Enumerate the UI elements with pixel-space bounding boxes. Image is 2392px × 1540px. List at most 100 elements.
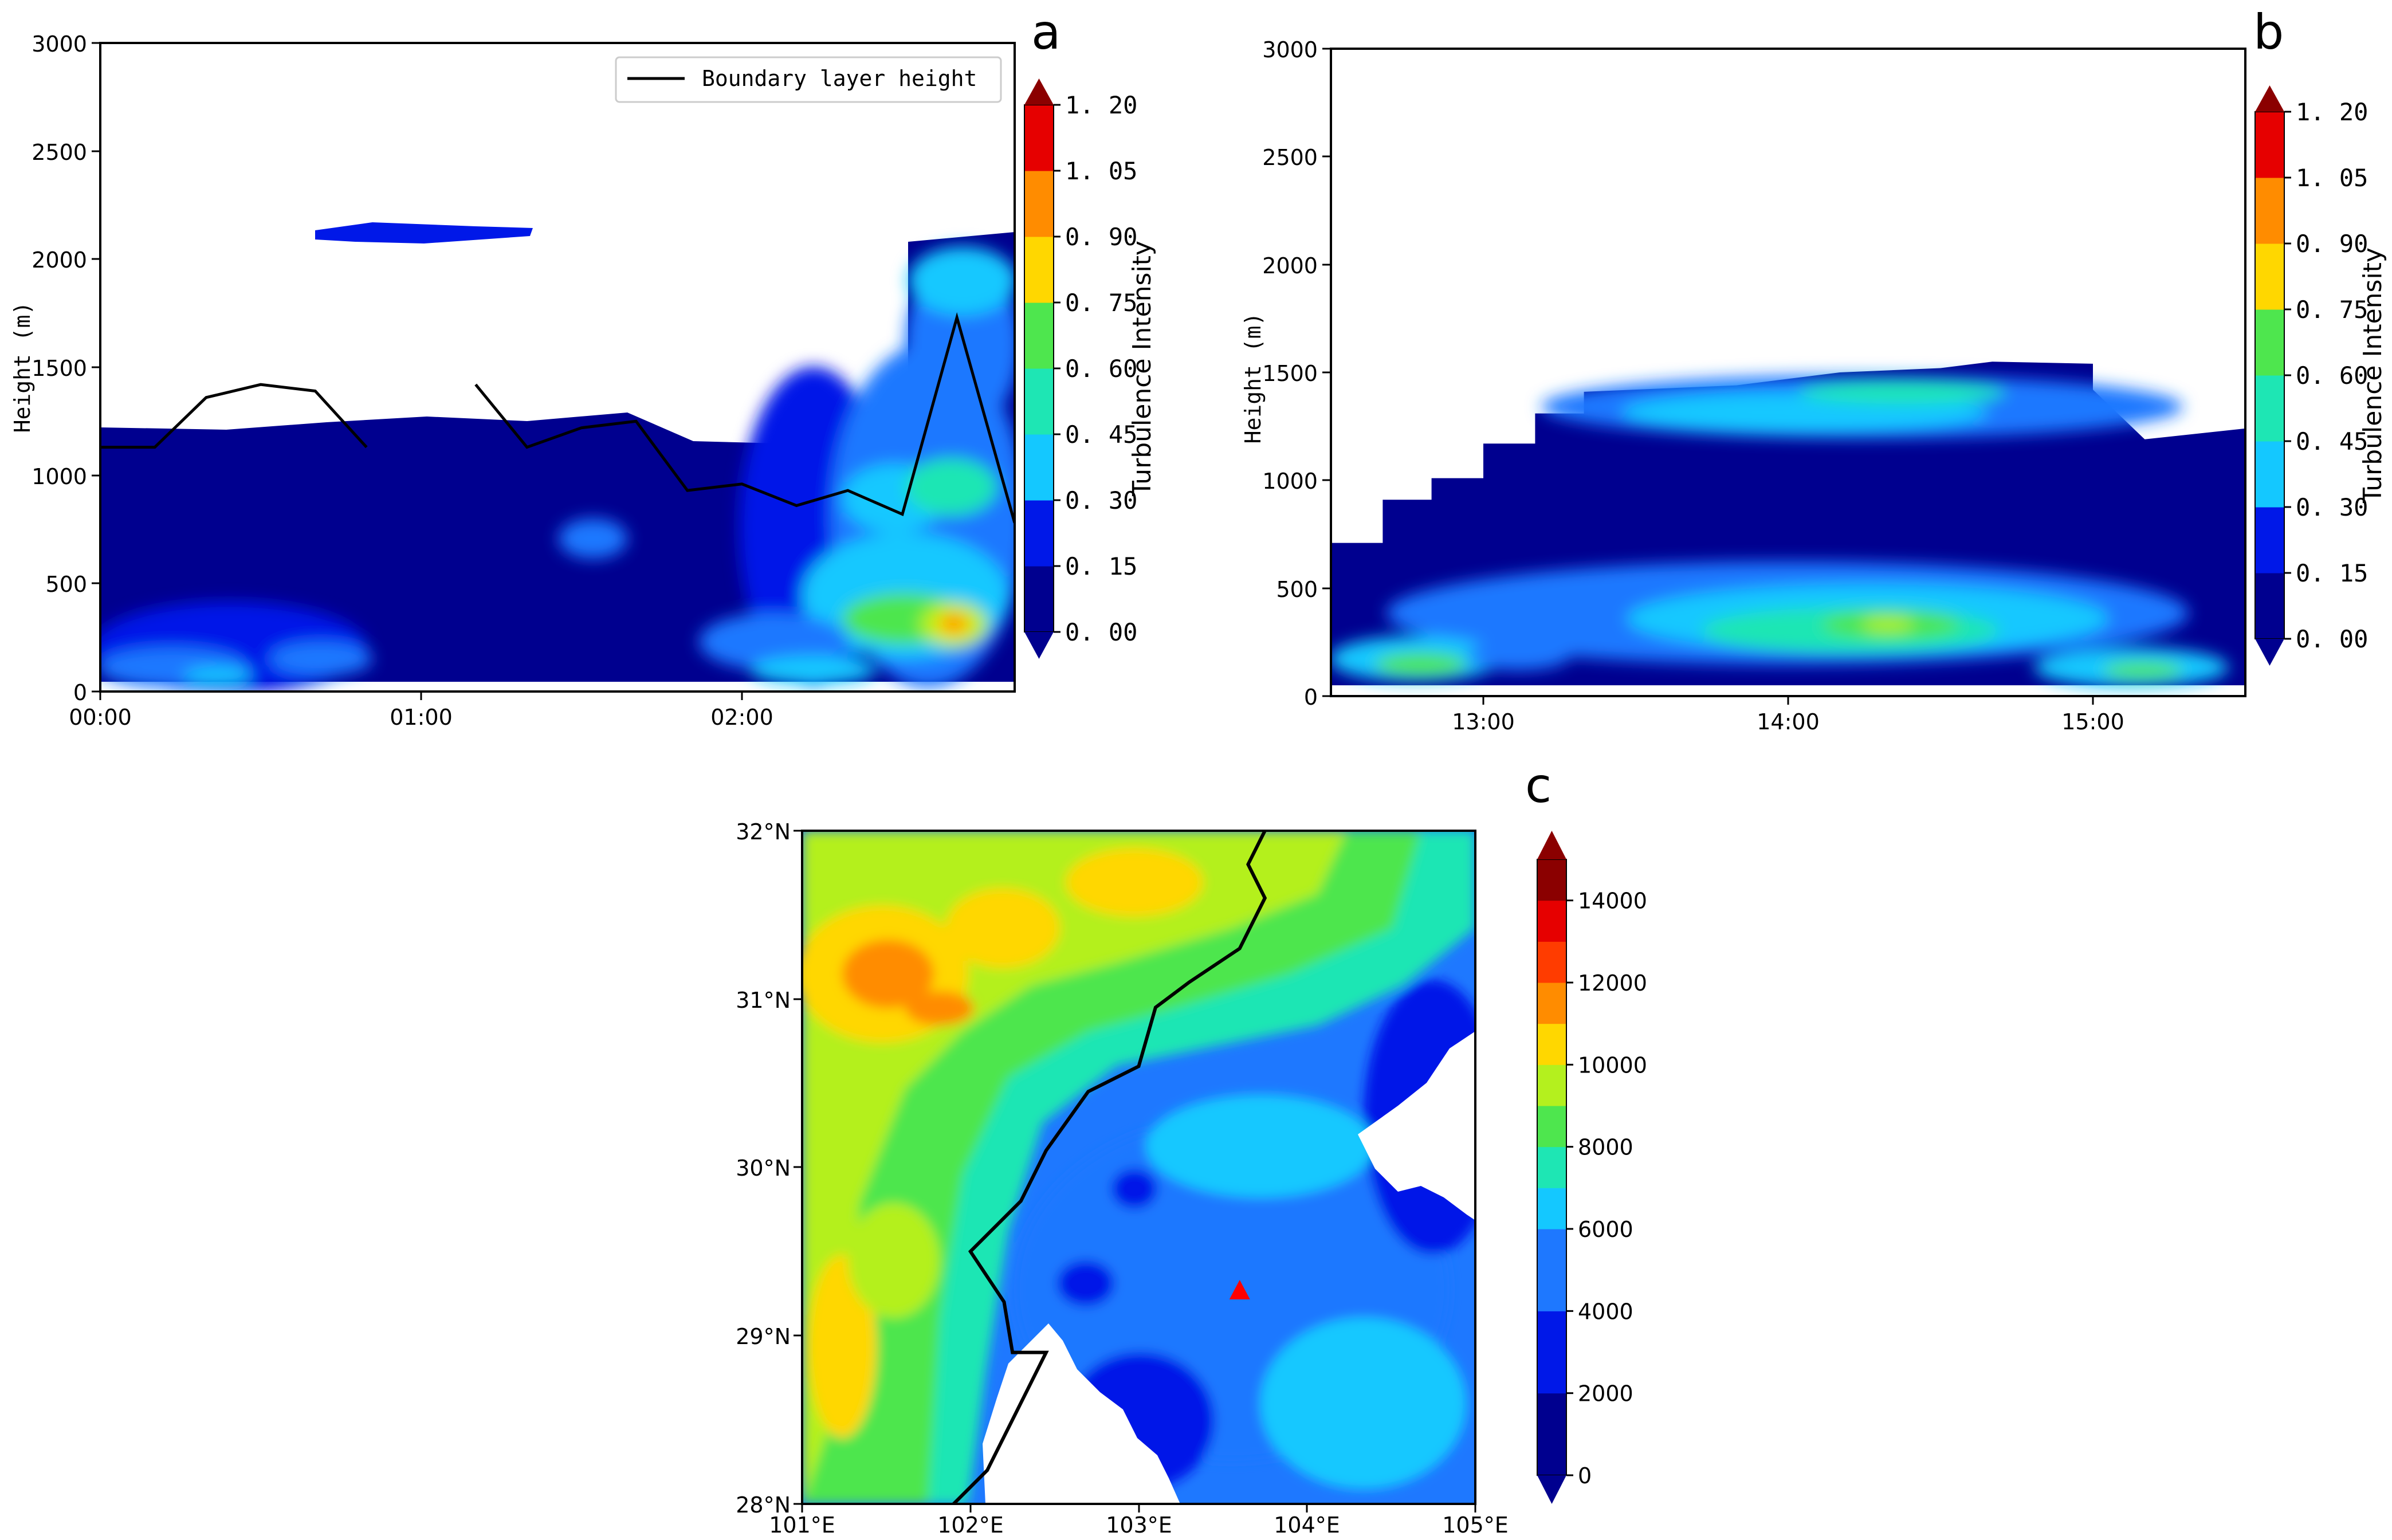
panel-a-colorbar-cell	[1024, 302, 1054, 369]
panel-b-colorbar-cell	[2255, 441, 2284, 508]
panel-a-colorbar-bottom-arrow	[1024, 632, 1054, 659]
panel-b: b	[1240, 4, 2387, 734]
panel-a-legend-label: Boundary layer height	[702, 66, 977, 91]
panel-c-boundary-line	[952, 831, 1267, 1504]
panel-c-colorbar-cell	[1537, 1270, 1566, 1311]
panel-a-colorbar-top-arrow	[1024, 78, 1054, 105]
panel-a-colorbar-tick-label: 1. 20	[1065, 91, 1137, 119]
panel-c-colorbar-cells	[1537, 859, 1567, 1476]
panel-a-letter: a	[1031, 4, 1061, 60]
panel-b-ytick-label: 2000	[1262, 253, 1318, 278]
panel-c-colorbar-bottom-arrow	[1537, 1475, 1566, 1504]
panel-c-colorbar-tick-label: 2000	[1578, 1381, 1633, 1407]
panel-c-colorbar-cell	[1537, 1434, 1566, 1476]
panel-a-colorbar-label: Turbulence Intensity	[1128, 241, 1157, 497]
panel-a-ytick-label: 3000	[32, 32, 87, 57]
panel-c-colorbar-top-arrow	[1537, 831, 1566, 859]
panel-a-colorbar-cells	[1024, 104, 1054, 632]
panel-b-ytick-label: 0	[1304, 685, 1318, 710]
panel-a-bl-line-2	[474, 312, 1015, 524]
panel-b-ytick-label: 500	[1276, 577, 1318, 602]
panel-b-colorbar-cells	[2254, 111, 2285, 639]
panel-c-lat-tick-label: 28°N	[736, 1492, 791, 1518]
panel-a-colorbar-cell	[1024, 500, 1054, 567]
panel-b-colorbar-top-arrow	[2255, 85, 2284, 112]
panel-c-colorbar-cell	[1537, 859, 1566, 901]
panel-c-colorbar-cell	[1537, 1106, 1566, 1148]
panel-a-y-ticks: 0 500 1000 1500 2000 2500 3000	[32, 32, 100, 705]
panel-c-missing-data-southwest	[983, 1323, 1180, 1504]
panel-c-colorbar-cell	[1537, 941, 1566, 983]
panel-a-x-ticks: 00:00 01:00 02:00	[69, 692, 773, 730]
panel-a-ytick-label: 1000	[32, 464, 87, 489]
panel-b-colorbar: 0. 00 0. 15 0. 30 0. 45 0. 60 0. 75 0. 90 1. 05…	[2254, 85, 2387, 666]
panel-b-colorbar-tick-label: 1. 20	[2296, 98, 2368, 126]
panel-a-colorbar-cell	[1024, 105, 1054, 171]
panel-a-colorbar-cell	[1024, 434, 1054, 501]
panel-c-colorbar-cell	[1537, 983, 1566, 1024]
panel-c-lon-tick-label: 101°E	[769, 1512, 835, 1538]
panel-b-x-ticks: 13:00 14:00 15:00	[1452, 696, 2124, 734]
panel-c-letter: c	[1525, 757, 1552, 814]
panel-a-colorbar-cell	[1024, 171, 1054, 237]
panel-c-colorbar-tick-label: 12000	[1578, 971, 1647, 996]
panel-a-y-axis-label: Height (m)	[10, 302, 35, 433]
panel-c-colorbar-cell	[1537, 1188, 1566, 1229]
panel-b-plot-area	[1331, 362, 2245, 688]
panel-a-colorbar-tick-label: 0. 00	[1065, 618, 1137, 646]
panel-a-field-structure	[100, 246, 1015, 692]
panel-a-colorbar-ticks: 0. 00 0. 15 0. 30 0. 45 0. 60 0. 75 0. 90 1. 05…	[1054, 91, 1137, 646]
panel-b-ytick-label: 1500	[1262, 361, 1318, 386]
panel-b-colorbar-tick-label: 0. 15	[2296, 559, 2368, 587]
panel-c-colorbar-cell	[1537, 1393, 1566, 1435]
panel-a-colorbar-cell	[1024, 566, 1054, 632]
panel-c-lat-tick-label: 29°N	[736, 1324, 791, 1349]
panel-a-colorbar-tick-label: 0. 90	[1065, 223, 1137, 251]
panel-c-lon-tick-label: 102°E	[937, 1512, 1004, 1538]
panel-b-colorbar-tick-label: 0. 00	[2296, 625, 2368, 653]
panel-c-colorbar-tick-label: 8000	[1578, 1135, 1633, 1160]
panel-a-xtick-label: 00:00	[69, 705, 132, 730]
panel-b-colorbar-cell	[2255, 243, 2284, 310]
panel-b-colorbar-tick-label: 0. 60	[2296, 362, 2368, 390]
panel-b-xtick-label: 15:00	[2061, 709, 2124, 734]
panel-b-colorbar-bottom-arrow	[2255, 639, 2284, 666]
panel-b-colorbar-tick-label: 0. 75	[2296, 296, 2368, 324]
panel-a-colorbar-cell	[1024, 237, 1054, 303]
panel-c-colorbar-cell	[1537, 1023, 1566, 1065]
panel-a-bl-line-1	[100, 383, 368, 449]
panel-c-colorbar-cell	[1537, 1146, 1566, 1188]
panel-a-upper-cloud	[315, 222, 533, 243]
panel-c-colorbar-cell	[1537, 1229, 1566, 1271]
panel-c-lon-tick-label: 105°E	[1442, 1512, 1509, 1538]
panel-a-ytick-label: 0	[73, 680, 87, 705]
panel-a-colorbar-tick-label: 0. 75	[1065, 289, 1137, 317]
panel-b-colorbar-label: Turbulence Intensity	[2358, 247, 2387, 504]
panel-c: c	[736, 757, 1647, 1538]
panel-b-ytick-label: 1000	[1262, 469, 1318, 494]
panel-c-colorbar-cell	[1537, 900, 1566, 942]
panel-b-colorbar-tick-label: 0. 45	[2296, 427, 2368, 455]
panel-b-colorbar-tick-label: 0. 30	[2296, 493, 2368, 521]
panel-c-site-marker	[1229, 1279, 1250, 1299]
panel-c-colorbar-ticks: 0 2000 4000 6000 8000 10000 12000 14000	[1566, 889, 1647, 1488]
panel-c-colorbar-cell	[1537, 1064, 1566, 1106]
panel-a-xtick-label: 01:00	[390, 705, 453, 730]
panel-a-legend: Boundary layer height	[615, 56, 1002, 103]
panel-c-lon-ticks: 101°E 102°E 103°E 104°E 105°E	[769, 1504, 1509, 1538]
panel-a-ytick-label: 1500	[32, 356, 87, 381]
panel-b-y-axis-label: Height (m)	[1240, 313, 1266, 444]
panel-b-colorbar-ticks: 0. 00 0. 15 0. 30 0. 45 0. 60 0. 75 0. 90 1. 05…	[2284, 98, 2368, 653]
panel-c-colorbar-tick-label: 0	[1578, 1463, 1592, 1488]
panel-c-lat-ticks: 28°N 29°N 30°N 31°N 32°N	[736, 819, 802, 1518]
panel-c-colorbar: 0 2000 4000 6000 8000 10000 12000 14000	[1537, 831, 1647, 1504]
panel-b-field-structure	[1331, 375, 2229, 688]
panel-b-y-ticks: 0 500 1000 1500 2000 2500 3000	[1262, 37, 1331, 710]
panel-b-colorbar-tick-label: 1. 05	[2296, 164, 2368, 192]
panel-a: a	[10, 4, 1157, 730]
panel-c-map-area	[802, 831, 1475, 1504]
panel-c-lat-tick-label: 31°N	[736, 988, 791, 1013]
panel-b-xtick-label: 13:00	[1452, 709, 1515, 734]
panel-c-colorbar-cell	[1537, 1311, 1566, 1353]
panel-c-colorbar-tick-label: 6000	[1578, 1217, 1633, 1242]
